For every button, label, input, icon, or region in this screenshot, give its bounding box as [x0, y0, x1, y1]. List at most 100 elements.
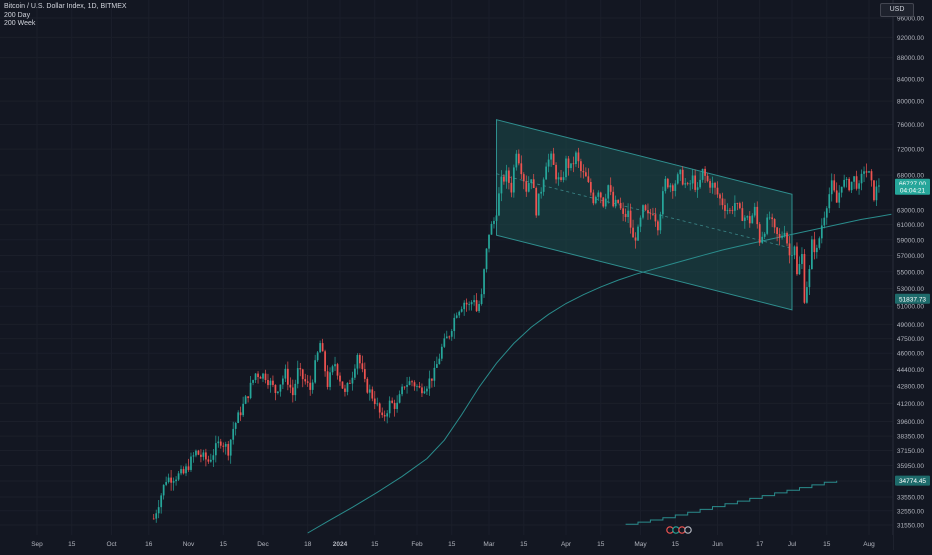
candle-body[interactable]	[408, 381, 411, 385]
candle-body[interactable]	[781, 235, 783, 238]
candle-body[interactable]	[483, 269, 485, 295]
candle-body[interactable]	[294, 383, 297, 396]
candle-body[interactable]	[652, 213, 654, 215]
candle-body[interactable]	[426, 388, 428, 392]
candle-body[interactable]	[391, 400, 394, 403]
candle-body[interactable]	[855, 176, 858, 189]
candle-body[interactable]	[848, 178, 851, 191]
candle-body[interactable]	[761, 236, 764, 243]
candle-body[interactable]	[639, 217, 642, 227]
candle-body[interactable]	[512, 167, 515, 193]
candle-body[interactable]	[818, 238, 821, 248]
candle-body[interactable]	[498, 193, 500, 216]
candle-body[interactable]	[321, 343, 324, 352]
candle-body[interactable]	[460, 309, 463, 312]
candle-body[interactable]	[711, 182, 714, 188]
candle-body[interactable]	[242, 403, 245, 416]
candle-body[interactable]	[155, 513, 158, 519]
event-marker-icon[interactable]	[684, 526, 692, 534]
candle-body[interactable]	[815, 247, 818, 253]
candle-body[interactable]	[684, 183, 687, 185]
candle-body[interactable]	[167, 477, 170, 483]
candle-body[interactable]	[331, 366, 334, 373]
candle-body[interactable]	[373, 398, 376, 405]
candle-body[interactable]	[356, 354, 359, 369]
candle-body[interactable]	[363, 369, 366, 379]
candle-body[interactable]	[224, 443, 227, 447]
candle-body[interactable]	[354, 368, 356, 378]
candle-body[interactable]	[500, 176, 503, 194]
candle-body[interactable]	[599, 192, 602, 198]
candle-body[interactable]	[763, 233, 766, 237]
candle-body[interactable]	[450, 331, 453, 337]
candle-body[interactable]	[838, 192, 841, 203]
candle-body[interactable]	[572, 163, 575, 165]
candle-body[interactable]	[878, 185, 880, 187]
candle-body[interactable]	[207, 459, 210, 462]
candle-body[interactable]	[488, 234, 490, 249]
candle-body[interactable]	[798, 263, 801, 275]
candle-body[interactable]	[758, 224, 761, 243]
candle-body[interactable]	[644, 205, 647, 211]
candle-body[interactable]	[607, 185, 610, 199]
candle-body[interactable]	[505, 170, 508, 182]
candle-body[interactable]	[597, 192, 600, 197]
candle-body[interactable]	[771, 217, 774, 220]
candle-body[interactable]	[445, 336, 448, 339]
candle-body[interactable]	[413, 382, 416, 387]
candle-body[interactable]	[282, 378, 284, 385]
candle-body[interactable]	[642, 205, 644, 218]
candle-body[interactable]	[421, 387, 423, 394]
candle-body[interactable]	[440, 346, 443, 359]
candle-body[interactable]	[470, 302, 473, 305]
candle-body[interactable]	[326, 371, 329, 387]
candle-body[interactable]	[791, 255, 793, 256]
candle-body[interactable]	[550, 153, 552, 160]
candle-body[interactable]	[344, 388, 346, 392]
candle-body[interactable]	[508, 170, 510, 183]
candle-body[interactable]	[565, 158, 567, 178]
candle-body[interactable]	[674, 183, 677, 191]
candle-body[interactable]	[833, 180, 836, 191]
candle-body[interactable]	[396, 402, 398, 409]
candle-body[interactable]	[756, 206, 759, 225]
candle-body[interactable]	[170, 477, 172, 483]
candle-body[interactable]	[351, 377, 354, 384]
candle-body[interactable]	[748, 216, 751, 224]
candle-body[interactable]	[388, 400, 391, 414]
candle-body[interactable]	[619, 202, 622, 209]
candle-body[interactable]	[416, 385, 418, 387]
candle-body[interactable]	[411, 381, 413, 383]
candle-body[interactable]	[858, 183, 860, 189]
candle-body[interactable]	[734, 203, 736, 211]
candle-body[interactable]	[229, 439, 232, 456]
candle-body[interactable]	[532, 179, 535, 189]
candle-body[interactable]	[185, 466, 187, 474]
candle-body[interactable]	[157, 507, 160, 514]
candle-body[interactable]	[311, 382, 314, 390]
candle-body[interactable]	[182, 469, 185, 474]
candle-body[interactable]	[190, 456, 192, 470]
candle-body[interactable]	[793, 246, 796, 256]
candle-body[interactable]	[689, 183, 692, 185]
candle-body[interactable]	[542, 179, 545, 192]
candle-body[interactable]	[219, 441, 222, 446]
candle-body[interactable]	[435, 364, 438, 368]
candle-body[interactable]	[587, 176, 590, 183]
candle-body[interactable]	[527, 183, 530, 192]
candle-body[interactable]	[731, 209, 734, 211]
candle-body[interactable]	[510, 182, 513, 193]
candle-body[interactable]	[175, 479, 177, 482]
candle-body[interactable]	[709, 181, 711, 188]
candle-body[interactable]	[729, 209, 731, 211]
candle-body[interactable]	[622, 208, 624, 214]
candle-body[interactable]	[274, 384, 277, 394]
candle-body[interactable]	[463, 302, 466, 310]
candle-body[interactable]	[853, 176, 855, 182]
candle-body[interactable]	[371, 389, 374, 399]
candle-body[interactable]	[443, 338, 446, 347]
legend-200-week[interactable]: 200 Week	[4, 20, 36, 27]
candle-body[interactable]	[346, 382, 349, 392]
candle-body[interactable]	[540, 191, 543, 194]
candle-body[interactable]	[649, 213, 652, 215]
